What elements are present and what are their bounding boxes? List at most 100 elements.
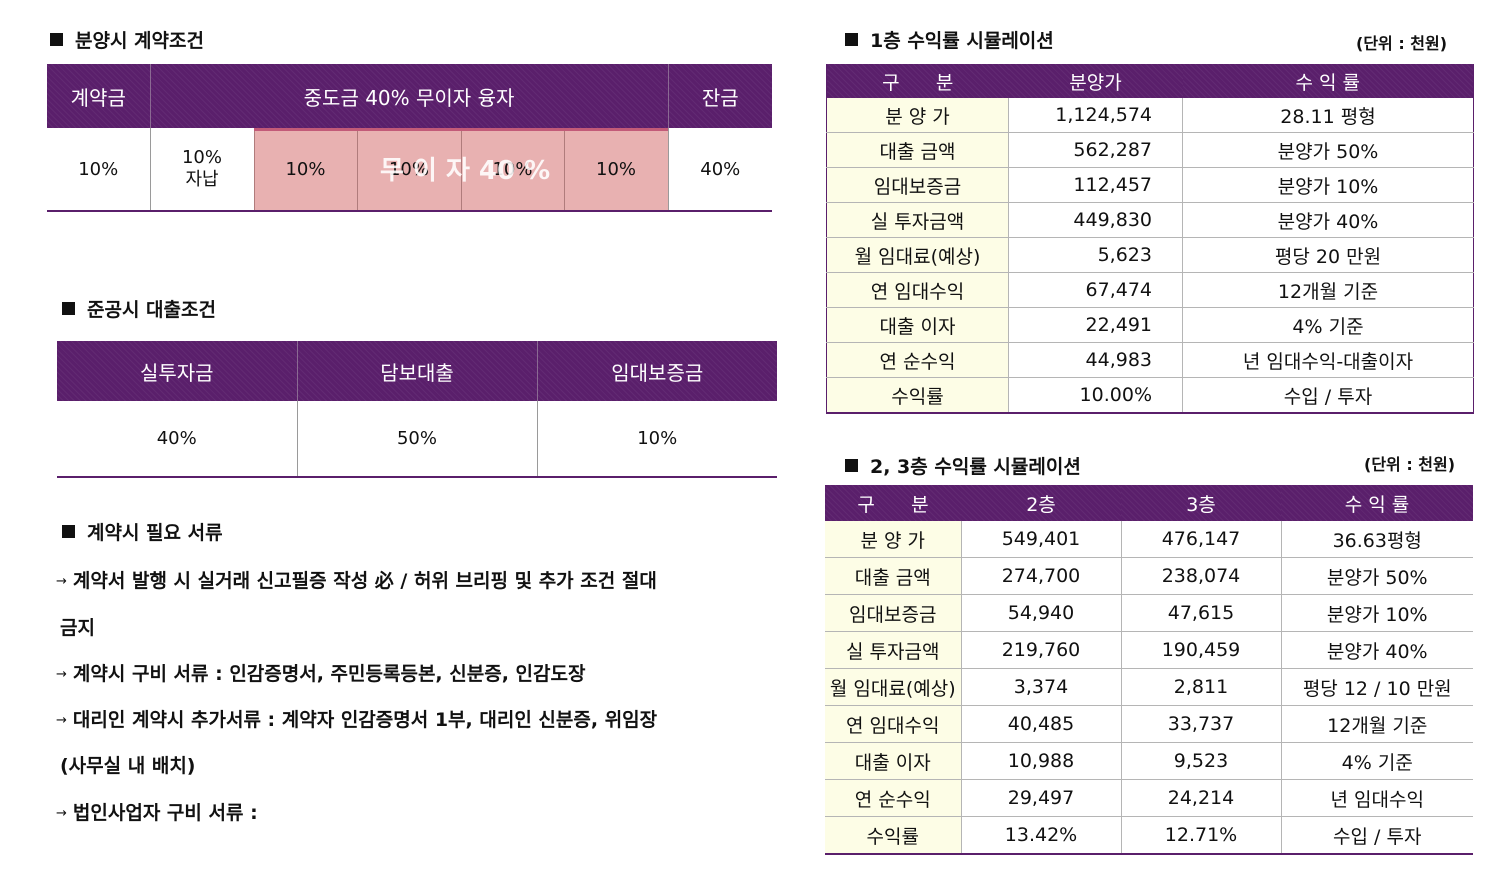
row-label: 연 순수익 [825,779,961,817]
row-note: 분양가 10% [1182,167,1474,203]
floor23-unit-label: (단위 : 천원) [1364,455,1456,474]
header-floor2: 2층 [961,485,1121,521]
contract-cell-interest-free: 10% [253,128,357,211]
loan-cell: 10% [536,401,777,477]
row-note: 년 임대수익 [1280,779,1473,817]
row-floor2-value: 3,374 [960,668,1121,706]
document-line: 금지 [60,617,95,639]
row-label: 월 임대료(예상) [826,237,1009,273]
square-bullet-icon [62,525,75,538]
row-note: 4% 기준 [1280,742,1473,780]
row-label: 연 순수익 [826,342,1009,378]
table-row: 연 순수익 29,497 24,214 년 임대수익 [825,779,1473,817]
floor1-section-title: 1층 수익률 시뮬레이션 [845,26,1054,53]
row-note: 평당 12 / 10 만원 [1280,668,1473,706]
document-line: → 계약서 발행 시 실거래 신고필증 작성 必 / 허위 브리핑 및 추가 조건… [56,570,657,592]
header-balance: 잔금 [667,64,773,128]
row-label: 대출 금액 [825,557,961,595]
contract-title-text: 분양시 계약조건 [75,30,204,52]
row-floor3-value: 47,615 [1120,594,1281,632]
row-label: 실 투자금액 [826,202,1009,238]
header-floor3: 3층 [1121,485,1281,521]
row-floor2-value: 10,988 [960,742,1121,780]
row-floor3-value: 9,523 [1120,742,1281,780]
header-mortgage: 담보대출 [296,341,537,401]
row-floor2-value: 54,940 [960,594,1121,632]
row-floor3-value: 190,459 [1120,631,1281,669]
row-note: 분양가 50% [1280,557,1473,595]
floor1-unit-label: (단위 : 천원) [1356,34,1448,53]
table-row: 분 양 가 549,401 476,147 36.63평형 [825,521,1473,558]
row-floor2-value: 549,401 [960,521,1121,558]
row-note: 12개월 기준 [1280,705,1473,743]
table-row: 대출 이자 22,491 4% 기준 [826,307,1474,343]
table-row: 연 순수익 44,983 년 임대수익-대출이자 [826,342,1474,378]
loan-title-text: 준공시 대출조건 [87,299,216,321]
row-value: 112,457 [1008,167,1183,203]
document-line: → 법인사업자 구비 서류 : [56,802,258,824]
contract-section-title: 분양시 계약조건 [50,26,204,53]
row-label: 실 투자금액 [825,631,961,669]
table-row: 대출 금액 274,700 238,074 분양가 50% [825,557,1473,595]
self-pay-percent: 10% [181,147,222,168]
floor23-section-title: 2, 3층 수익률 시뮬레이션 [845,452,1081,479]
table-row: 임대보증금 54,940 47,615 분양가 10% [825,594,1473,632]
contract-cell: 10% [78,158,119,180]
floor1-yield-table: 구 분 분양가 수 익 률 분 양 가 1,124,574 28.11 평형 대출 금… [826,64,1474,414]
floor23-yield-table: 구 분 2층 3층 수 익 률 분 양 가 549,401 476,147 36.63… [825,485,1473,855]
row-floor3-value: 238,074 [1120,557,1281,595]
header-rental-deposit: 임대보증금 [536,341,777,401]
contract-terms-table: 계약금 중도금 40% 무이자 융자 잔금 10% 10% 자납 10% 10% … [47,64,773,212]
row-note: 12개월 기준 [1182,272,1474,308]
row-value: 5,623 [1008,237,1183,273]
arrow-icon: → [56,713,67,728]
row-label: 대출 금액 [826,132,1009,168]
header-category: 구 분 [825,485,961,521]
row-value: 10.00% [1008,377,1183,413]
row-label: 임대보증금 [826,167,1009,203]
header-category: 구 분 [826,64,1009,98]
table-row: 수익률 10.00% 수입 / 투자 [826,377,1474,413]
row-note: 4% 기준 [1182,307,1474,343]
row-floor2-value: 219,760 [960,631,1121,669]
loan-cell: 40% [156,428,197,449]
row-label: 대출 이자 [825,742,961,780]
square-bullet-icon [62,302,75,315]
header-yield: 수 익 률 [1182,64,1474,98]
document-line: → 계약시 구비 서류 : 인감증명서, 주민등록등본, 신분증, 인감도장 [56,663,586,685]
table-row: 월 임대료(예상) 3,374 2,811 평당 12 / 10 만원 [825,668,1473,706]
row-floor3-value: 476,147 [1120,521,1281,558]
row-value: 44,983 [1008,342,1183,378]
contract-cell-self-pay: 10% 자납 [149,128,254,211]
row-label: 연 임대수익 [825,705,961,743]
row-note: 분양가 10% [1280,594,1473,632]
header-sale-price: 분양가 [1008,64,1183,98]
arrow-icon: → [56,667,67,682]
row-floor3-value: 12.71% [1120,816,1281,854]
table-row: 연 임대수익 67,474 12개월 기준 [826,272,1474,308]
contract-cell-interest-free: 10% [460,128,564,211]
table-row: 분 양 가 1,124,574 28.11 평형 [826,98,1474,133]
floor23-title-text: 2, 3층 수익률 시뮬레이션 [870,456,1081,478]
table-row: 실 투자금액 449,830 분양가 40% [826,202,1474,238]
row-value: 22,491 [1008,307,1183,343]
row-floor2-value: 40,485 [960,705,1121,743]
square-bullet-icon [845,33,858,46]
documents-title-text: 계약시 필요 서류 [87,522,223,544]
documents-section-title: 계약시 필요 서류 [62,518,223,545]
self-pay-label: 자납 [185,169,219,190]
row-label: 연 임대수익 [826,272,1009,308]
header-actual-investment: 실투자금 [57,341,297,401]
row-label: 대출 이자 [826,307,1009,343]
square-bullet-icon [50,33,63,46]
header-interim-loan: 중도금 40% 무이자 융자 [149,64,669,128]
loan-cell: 50% [296,401,537,477]
row-value: 67,474 [1008,272,1183,308]
row-note: 수입 / 투자 [1280,816,1473,854]
table-row: 임대보증금 112,457 분양가 10% [826,167,1474,203]
loan-terms-table: 실투자금 담보대출 임대보증금 40% 50% 10% [57,341,777,478]
row-label: 분 양 가 [825,521,961,558]
row-note: 분양가 40% [1280,631,1473,669]
table-row: 연 임대수익 40,485 33,737 12개월 기준 [825,705,1473,743]
interest-free-overlay: 무 이 자 40 % [380,156,551,186]
